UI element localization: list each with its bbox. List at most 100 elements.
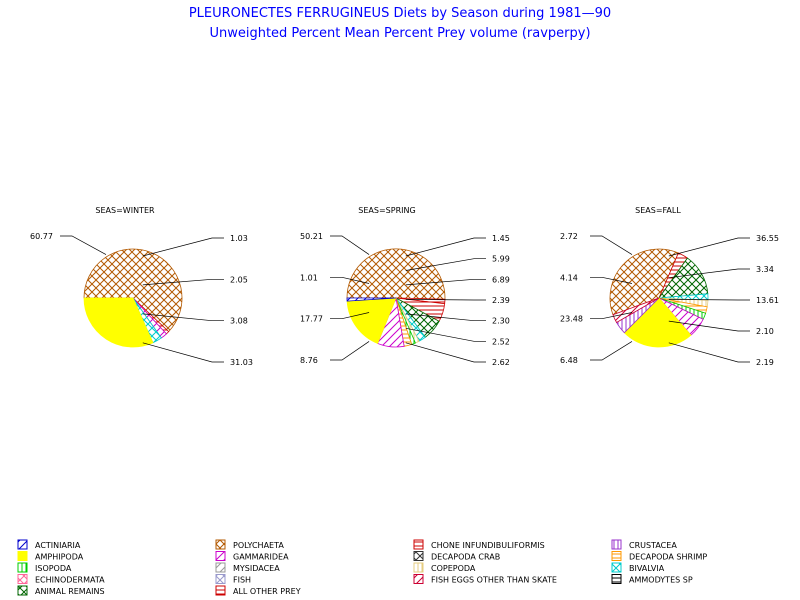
legend-label: DECAPODA SHRIMP [629, 553, 707, 562]
leader-line [142, 313, 224, 322]
data-label: 4.14 [560, 273, 578, 282]
legend-swatch [413, 539, 424, 550]
legend-label: CRUSTACEA [629, 541, 677, 550]
leader-line [405, 313, 486, 322]
pie-title-fall: SEAS=FALL [635, 206, 681, 215]
legend-swatch [215, 562, 226, 573]
legend-label: ISOPODA [35, 564, 72, 573]
data-label: 50.21 [300, 232, 323, 241]
legend-item-mysidacea: MYSIDACEA [215, 562, 280, 573]
leader-line [330, 235, 370, 255]
legend-swatch [413, 562, 424, 573]
pie-seas-spring: 50.21 1.01 17.77 8.76 1.45 5.99 6.89 2.39 2.30 2.… [300, 232, 510, 367]
chart-title: PLEURONECTES FERRUGINEUS Diets by Season… [189, 6, 611, 21]
data-label: 1.03 [230, 234, 248, 243]
legend-item-ammodytes-sp: AMMODYTES SP [611, 574, 693, 585]
chart-subtitle: Unweighted Percent Mean Percent Prey vol… [209, 26, 590, 41]
legend-label: FISH EGGS OTHER THAN SKATE [431, 576, 557, 585]
leader-line [330, 312, 370, 320]
pie-slice-polychaeta [83, 248, 183, 333]
legend-swatch [413, 551, 424, 561]
pie-title-spring: SEAS=SPRING [358, 206, 415, 215]
pie-slice-fish-eggs-other-than-skate [612, 297, 660, 323]
leader-line [330, 276, 370, 284]
pie-slice-polychaeta [346, 248, 446, 300]
pie-slice-amphipoda [623, 297, 692, 348]
leader-line [590, 312, 633, 320]
legend-swatch [17, 574, 28, 584]
pie-seas-fall: 2.72 4.14 23.48 6.48 36.55 3.34 13.61 2.10 2.19 [560, 232, 779, 367]
legend-label: CHONE INFUNDIBULIFORMIS [431, 541, 545, 550]
data-label: 2.52 [492, 337, 510, 346]
legend-swatch [215, 539, 226, 550]
data-label: 23.48 [560, 315, 583, 324]
data-label: 36.55 [756, 234, 779, 243]
legend-label: ACTINIARIA [35, 541, 81, 550]
leader-line [668, 268, 750, 279]
legend-item-polychaeta: POLYCHAETA [215, 539, 284, 550]
legend-item-chone-infundibuliformis: CHONE INFUNDIBULIFORMIS [413, 539, 545, 550]
legend-label: FISH [233, 576, 251, 585]
legend-item-decapoda-crab: DECAPODA CRAB [413, 551, 500, 562]
leader-line [590, 341, 633, 361]
legend-item-amphipoda: AMPHIPODA [17, 551, 84, 562]
legend-label: POLYCHAETA [233, 541, 284, 550]
data-label: 2.72 [560, 232, 578, 241]
legend-swatch [17, 585, 28, 596]
legend-item-gammaridea: GAMMARIDEA [215, 551, 289, 562]
legend: ACTINIARIA AMPHIPODA ISOPODA ECHINODERMATA A… [17, 539, 707, 596]
data-label: 8.76 [300, 356, 318, 365]
legend-label: AMMODYTES SP [629, 576, 693, 585]
legend-swatch [215, 551, 226, 561]
data-label: 6.48 [560, 356, 578, 365]
data-label: 3.08 [230, 317, 248, 326]
pie-seas-winter: 60.77 1.03 2.05 3.08 31.03 [30, 232, 253, 367]
legend-item-isopoda: ISOPODA [17, 562, 72, 573]
leader-line [405, 258, 486, 271]
legend-label: ECHINODERMATA [35, 576, 105, 585]
legend-swatch [611, 574, 622, 584]
leader-line [142, 342, 224, 363]
data-label: 2.05 [230, 275, 248, 284]
data-label: 2.30 [492, 317, 510, 326]
legend-item-decapoda-shrimp: DECAPODA SHRIMP [611, 551, 707, 562]
legend-label: ALL OTHER PREY [233, 587, 301, 596]
leader-line [668, 320, 750, 332]
data-label: 3.34 [756, 265, 774, 274]
legend-label: MYSIDACEA [233, 564, 280, 573]
legend-item-bivalvia: BIVALVIA [611, 562, 665, 573]
leader-line [60, 235, 107, 255]
leader-line [668, 342, 750, 363]
data-label: 60.77 [30, 232, 53, 241]
leader-line [668, 237, 750, 257]
pie-title-winter: SEAS=WINTER [95, 206, 155, 215]
legend-swatch [17, 562, 28, 573]
leader-line [405, 299, 486, 301]
data-label: 5.99 [492, 255, 510, 264]
leader-line [405, 342, 486, 363]
legend-label: COPEPODA [431, 564, 476, 573]
legend-item-copepoda: COPEPODA [413, 562, 476, 573]
legend-label: ANIMAL REMAINS [35, 587, 105, 596]
legend-label: AMPHIPODA [35, 553, 84, 562]
legend-label: DECAPODA CRAB [431, 553, 500, 562]
legend-item-animal-remains: ANIMAL REMAINS [17, 585, 105, 596]
legend-item-fish: FISH [215, 574, 251, 585]
leader-line [405, 278, 486, 286]
legend-item-crustacea: CRUSTACEA [611, 539, 677, 550]
pie-slice-amphipoda [346, 297, 397, 344]
pie-slice-amphipoda [83, 297, 154, 348]
legend-swatch [611, 562, 622, 573]
leader-line [590, 235, 633, 255]
legend-item-fish-eggs-other-than-skate: FISH EGGS OTHER THAN SKATE [413, 574, 557, 585]
legend-swatch [215, 585, 226, 596]
leader-line [405, 237, 486, 257]
pie-slice-polychaeta [609, 248, 679, 316]
legend-swatch [413, 574, 424, 584]
data-label: 31.03 [230, 358, 253, 367]
legend-swatch [17, 539, 28, 550]
leader-line [142, 237, 224, 257]
leader-line [142, 278, 224, 286]
legend-label: BIVALVIA [629, 564, 665, 573]
